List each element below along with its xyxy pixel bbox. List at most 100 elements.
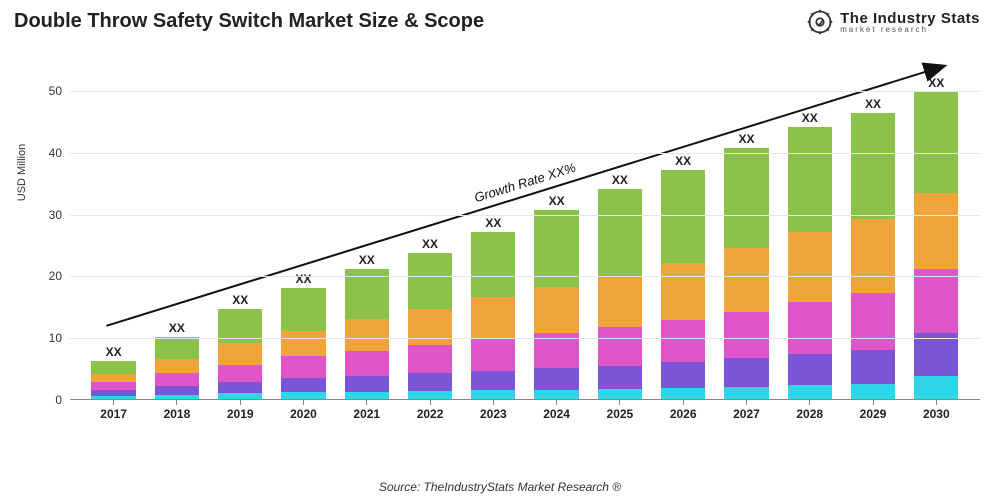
y-tick-label: 20 <box>49 269 62 283</box>
bar-segment <box>534 210 578 286</box>
stacked-bar <box>661 170 705 399</box>
y-tick-label: 40 <box>49 146 62 160</box>
bar-segment <box>598 327 642 366</box>
bar-segment <box>471 371 515 391</box>
bar-value-label: XX <box>865 97 881 111</box>
bar-segment <box>661 320 705 362</box>
stacked-bar <box>345 269 389 399</box>
bar-segment <box>345 392 389 399</box>
bar-segment <box>914 92 958 193</box>
bar-segment <box>281 331 325 356</box>
gridline <box>70 276 980 277</box>
bar-value-label: XX <box>802 111 818 125</box>
bar-value-label: XX <box>928 76 944 90</box>
bar-segment <box>345 376 389 392</box>
x-tick-mark <box>493 399 494 405</box>
x-tick-mark <box>936 399 937 405</box>
chart-area: USD Million XX2017XX2018XX2019XX2020XX20… <box>70 60 980 440</box>
bar-segment <box>724 148 768 248</box>
bar-segment <box>471 232 515 297</box>
stacked-bar <box>788 127 832 399</box>
x-tick-label: 2030 <box>923 407 950 421</box>
bar-value-label: XX <box>738 132 754 146</box>
x-tick-mark <box>430 399 431 405</box>
stacked-bar <box>471 232 515 399</box>
bar-value-label: XX <box>106 345 122 359</box>
bar-value-label: XX <box>232 293 248 307</box>
bar-segment <box>408 391 452 399</box>
bar-segment <box>218 382 262 393</box>
x-tick-mark <box>303 399 304 405</box>
bar-segment <box>724 312 768 358</box>
bar-slot: XX2022 <box>398 60 461 399</box>
gridline <box>70 91 980 92</box>
stacked-bar <box>851 113 895 399</box>
bar-segment <box>724 248 768 312</box>
bar-segment <box>408 345 452 373</box>
stacked-bar <box>408 253 452 399</box>
bar-segment <box>408 309 452 345</box>
x-tick-label: 2025 <box>607 407 634 421</box>
bar-segment <box>661 362 705 388</box>
bar-segment <box>724 358 768 386</box>
x-tick-mark <box>873 399 874 405</box>
bar-segment <box>408 253 452 309</box>
bar-segment <box>851 293 895 350</box>
bar-value-label: XX <box>295 272 311 286</box>
bar-segment <box>724 387 768 399</box>
plot-area: USD Million XX2017XX2018XX2019XX2020XX20… <box>70 60 980 400</box>
x-tick-label: 2020 <box>290 407 317 421</box>
x-tick-label: 2021 <box>353 407 380 421</box>
bar-value-label: XX <box>485 216 501 230</box>
bar-segment <box>534 390 578 399</box>
bar-slot: XX2017 <box>82 60 145 399</box>
bar-segment <box>155 386 199 395</box>
bar-segment <box>281 378 325 392</box>
stacked-bar <box>281 288 325 399</box>
source-footnote: Source: TheIndustryStats Market Research… <box>0 480 1000 494</box>
bar-segment <box>155 359 199 373</box>
x-tick-label: 2028 <box>796 407 823 421</box>
bar-segment <box>408 373 452 391</box>
stacked-bar <box>724 148 768 399</box>
bar-segment <box>345 319 389 351</box>
bar-value-label: XX <box>359 253 375 267</box>
x-tick-label: 2018 <box>164 407 191 421</box>
stacked-bar <box>534 210 578 399</box>
bar-segment <box>598 366 642 389</box>
y-tick-label: 30 <box>49 208 62 222</box>
bar-segment <box>155 373 199 386</box>
bar-segment <box>788 302 832 354</box>
x-tick-label: 2026 <box>670 407 697 421</box>
x-tick-label: 2027 <box>733 407 760 421</box>
bar-segment <box>281 356 325 378</box>
x-tick-mark <box>683 399 684 405</box>
x-tick-label: 2022 <box>417 407 444 421</box>
gear-icon <box>806 8 834 36</box>
bar-segment <box>345 351 389 376</box>
logo-sub-text: market research <box>840 26 980 34</box>
stacked-bar <box>91 361 135 399</box>
bar-segment <box>471 338 515 370</box>
bar-segment <box>91 374 135 382</box>
bar-segment <box>598 276 642 327</box>
bar-slot: XX2020 <box>272 60 335 399</box>
bar-segment <box>851 113 895 218</box>
bar-segment <box>914 376 958 399</box>
bar-segment <box>471 390 515 399</box>
y-tick-label: 10 <box>49 331 62 345</box>
bar-segment <box>534 287 578 333</box>
bar-slot: XX2018 <box>145 60 208 399</box>
bar-segment <box>914 333 958 375</box>
bar-segment <box>218 365 262 382</box>
x-tick-label: 2029 <box>860 407 887 421</box>
bar-segment <box>155 337 199 359</box>
bar-value-label: XX <box>549 194 565 208</box>
x-tick-label: 2023 <box>480 407 507 421</box>
bar-segment <box>598 389 642 399</box>
bar-slot: XX2024 <box>525 60 588 399</box>
bar-slot: XX2019 <box>209 60 272 399</box>
gridline <box>70 153 980 154</box>
logo-main-text: The Industry Stats <box>840 11 980 26</box>
bar-slot: XX2023 <box>462 60 525 399</box>
